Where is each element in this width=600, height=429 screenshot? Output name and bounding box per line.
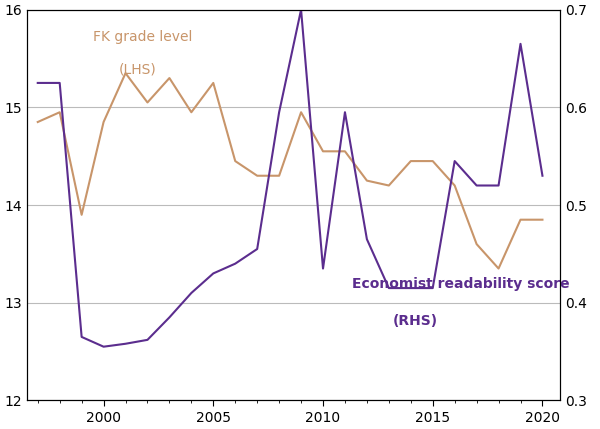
Text: (RHS): (RHS): [393, 314, 439, 328]
Text: Economist readability score: Economist readability score: [352, 277, 569, 291]
Text: FK grade level: FK grade level: [92, 30, 192, 44]
Text: (LHS): (LHS): [119, 62, 157, 76]
